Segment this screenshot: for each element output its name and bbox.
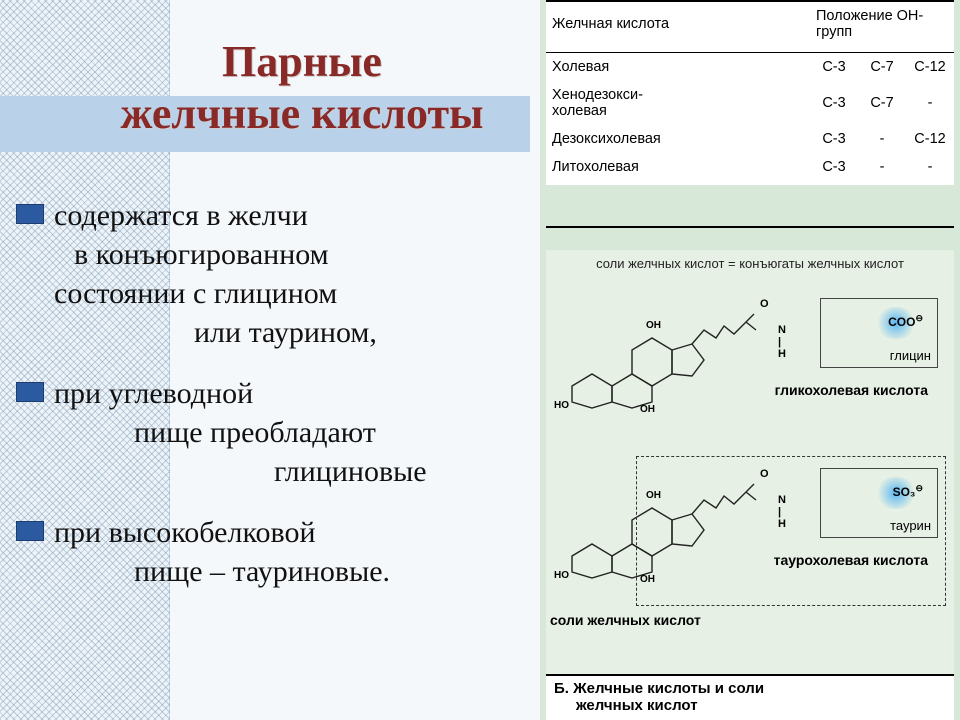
oh-position-cell: C-7 <box>858 53 906 82</box>
oh-position-cell: C-12 <box>906 53 954 82</box>
text-line: глициновые <box>54 452 548 491</box>
table-body: ХолеваяC-3C-7C-12Хенодезокси-холеваяC-3C… <box>546 53 954 186</box>
bullet-list: содержатся в желчив конъюгированномсосто… <box>16 196 548 613</box>
oh-position-cell: - <box>858 153 906 185</box>
oh-position-cell: C-3 <box>810 153 858 185</box>
list-item: содержатся в желчив конъюгированномсосто… <box>16 196 548 352</box>
text-line: пище – тауриновые. <box>54 552 548 591</box>
table-header-oh: Положение ОН-групп <box>810 2 954 53</box>
oh-position-cell: - <box>906 153 954 185</box>
slide: Парные желчные кислоты содержатся в желч… <box>0 0 960 720</box>
caption-line-1: Б. Желчные кислоты и соли <box>554 680 764 697</box>
bullet-square-icon <box>16 521 44 541</box>
bullet-square-icon <box>16 204 44 224</box>
label-ho-2: HO <box>554 570 569 581</box>
label-ho-1: HO <box>554 400 569 411</box>
list-item-text: содержатся в желчив конъюгированномсосто… <box>54 196 548 352</box>
list-item-text: при углеводнойпище преобладаютглициновые <box>54 374 548 491</box>
equation-label: соли желчных кислот = конъюгаты желчных … <box>546 256 954 271</box>
caption-line-2: желчных кислот <box>554 697 946 714</box>
label-n-1: N|H <box>778 324 786 360</box>
glycine-name: глицин <box>890 348 931 363</box>
oh-position-cell: C-3 <box>810 81 858 125</box>
acid-name-cell: Дезоксихолевая <box>546 125 810 153</box>
right-panel: Желчная кислота Положение ОН-групп Холев… <box>540 0 960 720</box>
title-line-1: Парные <box>222 37 382 86</box>
table-row: Хенодезокси-холеваяC-3C-7- <box>546 81 954 125</box>
steroid-skeleton-1 <box>554 290 764 410</box>
acid-name-cell: Литохолевая <box>546 153 810 185</box>
title-line-2: желчные кислоты <box>121 89 484 138</box>
bile-acid-table: Желчная кислота Положение ОН-групп Холев… <box>546 0 954 185</box>
oh-position-cell: C-3 <box>810 53 858 82</box>
list-item: при углеводнойпище преобладаютглициновые <box>16 374 548 491</box>
oh-position-cell: - <box>858 125 906 153</box>
table-bottom-rule <box>546 226 954 228</box>
label-o-1: O <box>760 298 769 310</box>
text-line: при углеводной <box>54 374 548 413</box>
text-line: или таурином, <box>54 313 548 352</box>
oh-position-cell: - <box>906 81 954 125</box>
salt-label: соли желчных кислот <box>550 612 701 628</box>
text-line: содержатся в желчи <box>54 196 548 235</box>
label-oh-1b: OH <box>646 320 661 331</box>
dashed-grouping <box>636 456 946 606</box>
conjugate-box-glycine: COO⊖ глицин <box>820 298 938 368</box>
slide-title: Парные желчные кислоты <box>62 36 542 140</box>
oh-position-cell: C-12 <box>906 125 954 153</box>
acid-name-cell: Хенодезокси-холевая <box>546 81 810 125</box>
list-item: при высокобелковойпище – тауриновые. <box>16 513 548 591</box>
oh-position-cell: C-3 <box>810 125 858 153</box>
text-line: состоянии с глицином <box>54 274 548 313</box>
molecule-1-label: гликохолевая кислота <box>775 382 928 398</box>
bullet-square-icon <box>16 382 44 402</box>
text-line: пище преобладают <box>54 413 548 452</box>
figure-caption: Б. Желчные кислоты и соли желчных кислот <box>546 674 954 720</box>
acid-name-cell: Холевая <box>546 53 810 82</box>
table-header-acid: Желчная кислота <box>546 2 810 53</box>
text-line: в конъюгированном <box>54 235 548 274</box>
table-row: ХолеваяC-3C-7C-12 <box>546 53 954 82</box>
text-line: при высокобелковой <box>54 513 548 552</box>
label-oh-1a: OH <box>640 404 655 415</box>
list-item-text: при высокобелковойпище – тауриновые. <box>54 513 548 591</box>
glycine-formula: COO⊖ <box>888 313 923 329</box>
table-row: ДезоксихолеваяC-3-C-12 <box>546 125 954 153</box>
diagram-region: соли желчных кислот = конъюгаты желчных … <box>546 250 954 702</box>
table-row: ЛитохолеваяC-3-- <box>546 153 954 185</box>
oh-position-cell: C-7 <box>858 81 906 125</box>
